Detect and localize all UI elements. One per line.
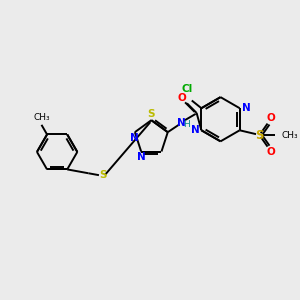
Text: N: N bbox=[191, 125, 200, 135]
Text: H: H bbox=[183, 120, 189, 129]
Text: O: O bbox=[178, 93, 187, 103]
Text: O: O bbox=[266, 147, 275, 158]
Text: O: O bbox=[266, 113, 275, 123]
Text: N: N bbox=[242, 103, 250, 113]
Text: S: S bbox=[99, 170, 106, 180]
Text: Cl: Cl bbox=[181, 84, 193, 94]
Text: S: S bbox=[148, 109, 155, 119]
Text: N: N bbox=[130, 133, 139, 143]
Text: CH₃: CH₃ bbox=[33, 113, 50, 122]
Text: S: S bbox=[255, 129, 263, 142]
Text: N: N bbox=[177, 118, 186, 128]
Text: CH₃: CH₃ bbox=[281, 130, 298, 140]
Text: N: N bbox=[137, 152, 146, 163]
